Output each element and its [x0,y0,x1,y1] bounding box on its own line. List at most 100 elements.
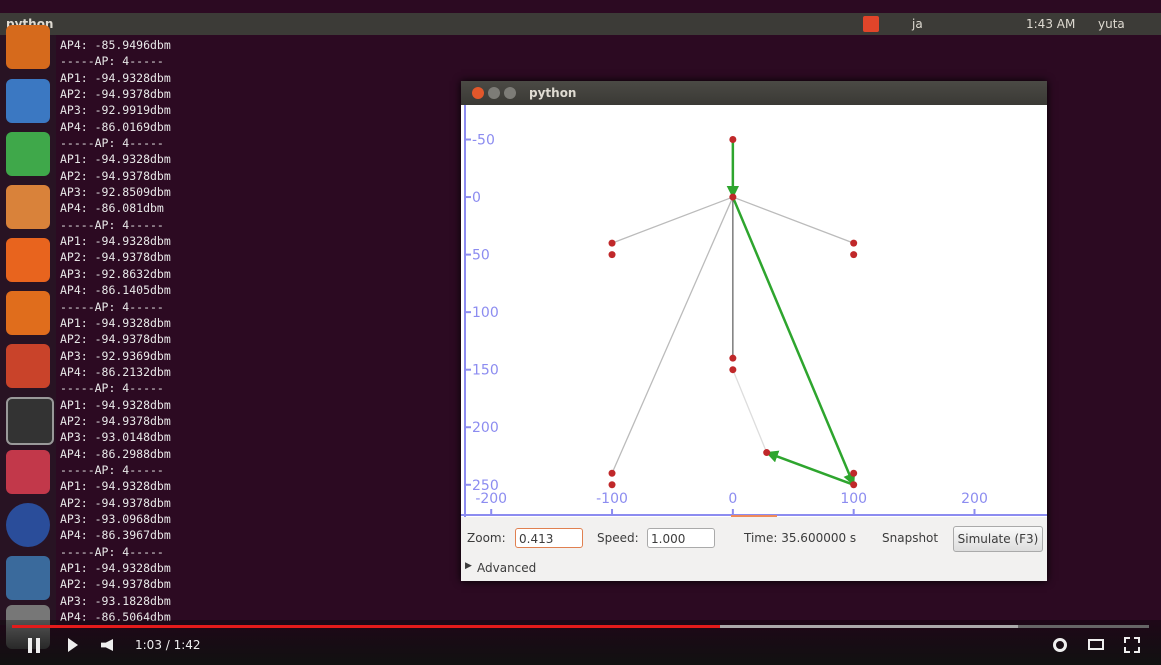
terminal-line: AP2: -94.9378dbm [60,495,171,510]
played-bar [12,625,720,628]
path-arrow [731,196,856,486]
node-point [763,449,771,457]
node-point [850,469,858,477]
y-tick-label: 150 [472,363,499,379]
software-icon[interactable] [6,238,50,282]
y-tick-label: 250 [472,478,499,494]
settings-button[interactable] [1053,638,1067,652]
fullscreen-button[interactable] [1124,637,1140,653]
terminal-line: AP2: -94.9378dbm [60,577,171,592]
x-tick-label: -200 [475,491,507,507]
python-window: python -50 0 50 100 150 200 250 -200 -100 0 100 200… [461,81,1047,581]
node-point [850,239,858,247]
terminal-line: AP2: -94.9378dbm [60,168,171,183]
terminal-line: AP2: -94.9378dbm [60,87,171,102]
settings-icon[interactable] [6,344,50,388]
window-titlebar: python [461,81,1047,105]
impress-icon[interactable] [6,185,50,229]
writer-icon[interactable] [6,79,50,123]
top-bar: python ja 1:43 AM yuta [0,13,1161,35]
link-line [611,196,734,244]
snapshot-button[interactable]: Snapshot [882,531,939,545]
terminal-line: AP1: -94.9328dbm [60,397,171,412]
python-icon[interactable] [6,556,50,600]
calc-icon[interactable] [6,132,50,176]
terminal-line: AP4: -86.2132dbm [60,364,171,379]
terminal-line: AP1: -94.9328dbm [60,561,171,575]
clock[interactable]: 1:43 AM [1026,17,1076,31]
terminal-line: AP1: -94.9328dbm [60,479,171,494]
launcher [0,25,56,649]
terminal-line: AP4: -86.081dbm [60,201,164,216]
terminal-line: AP1: -94.9328dbm [60,315,171,330]
y-tick-label: 100 [472,305,499,321]
terminal-line: AP1: -94.9328dbm [60,234,171,249]
ubuntu-one-icon[interactable] [6,291,50,335]
node-point [608,481,616,489]
minimize-button[interactable] [488,87,500,99]
video-player-bar: 1:03 / 1:42 [0,620,1161,665]
terminal-line: AP1: -94.9328dbm [60,152,171,167]
x-tick-label: 0 [728,491,737,507]
node-point [729,193,737,201]
y-tick-label: 50 [472,248,490,264]
input-method[interactable]: ja [912,17,923,31]
simulate-button[interactable]: Simulate (F3) [953,526,1043,552]
terminal-icon[interactable] [6,397,54,445]
path-arrow [765,450,855,486]
terminal-line: AP3: -93.0968dbm [60,511,171,526]
y-tick-label: 0 [472,190,481,206]
terminal-line: AP3: -92.9369dbm [60,348,171,363]
terminal-line: AP1: -94.9328dbm [60,70,171,85]
link-line [611,196,734,474]
zoom-label: Zoom: [467,531,506,545]
scroll-indicator [731,515,777,517]
speed-input[interactable]: 1.000 [647,528,715,548]
close-button[interactable] [472,87,484,99]
app-icon[interactable] [6,450,50,494]
terminal-line: AP3: -92.8632dbm [60,266,171,281]
y-tick-label: -50 [472,133,495,149]
terminal-line: AP4: -85.9496dbm [60,38,171,52]
pause-button[interactable] [28,638,32,653]
maximize-button[interactable] [504,87,516,99]
advanced-expander[interactable]: Advanced [477,561,537,575]
terminal-output: AP4: -85.9496dbm -----AP: 4----- AP1: -94.… [60,37,171,625]
x-tick-label: -100 [596,491,628,507]
node-point [850,251,858,259]
x-tick-label: 200 [961,491,988,507]
eclipse-icon[interactable] [6,503,50,547]
y-tick-label: 200 [472,420,499,436]
terminal-line: -----AP: 4----- [60,136,164,151]
terminal-line: AP3: -92.8509dbm [60,185,171,200]
terminal-line: -----AP: 4----- [60,544,164,559]
terminal-line: -----AP: 4----- [60,381,164,396]
controls: Zoom: 0.413 Speed: 1.000 Time: 35.600000… [461,517,1047,581]
firefox-icon[interactable] [6,25,50,69]
node-point [850,481,858,489]
plot: -50 0 50 100 150 200 250-200 -100 0 100 200 [461,105,1047,517]
theater-button[interactable] [1088,639,1104,650]
terminal-line: AP3: -92.9919dbm [60,103,171,118]
video-time: 1:03 / 1:42 [135,638,201,652]
terminal-line: AP2: -94.9378dbm [60,332,171,347]
node-point [608,469,616,477]
node-point [608,239,616,247]
zoom-input[interactable]: 0.413 [515,528,583,548]
expander-arrow: ▶ [465,561,472,571]
node-point [729,136,737,144]
node-point [729,354,737,362]
terminal-line: AP4: -86.1405dbm [60,283,171,298]
terminal-line: AP4: -86.3967dbm [60,528,171,543]
user[interactable]: yuta [1098,17,1125,31]
node-point [729,366,737,374]
time-label: Time: 35.600000 s [744,531,857,545]
link-line [732,369,768,453]
node-point [608,251,616,259]
volume-button[interactable] [101,639,113,651]
next-button[interactable] [68,638,78,652]
plot-background [461,105,1047,517]
terminal-line: -----AP: 4----- [60,299,164,314]
terminal-line: AP2: -94.9378dbm [60,250,171,265]
